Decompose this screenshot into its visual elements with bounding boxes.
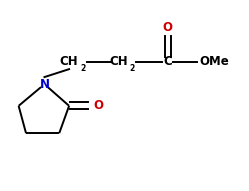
Text: CH: CH xyxy=(109,55,128,68)
Text: O: O xyxy=(94,99,104,112)
Text: O: O xyxy=(163,21,173,34)
Text: N: N xyxy=(40,78,50,91)
Text: 2: 2 xyxy=(129,64,134,73)
Text: 2: 2 xyxy=(80,64,85,73)
Text: OMe: OMe xyxy=(200,55,229,68)
Text: CH: CH xyxy=(60,55,78,68)
Text: C: C xyxy=(163,55,172,68)
